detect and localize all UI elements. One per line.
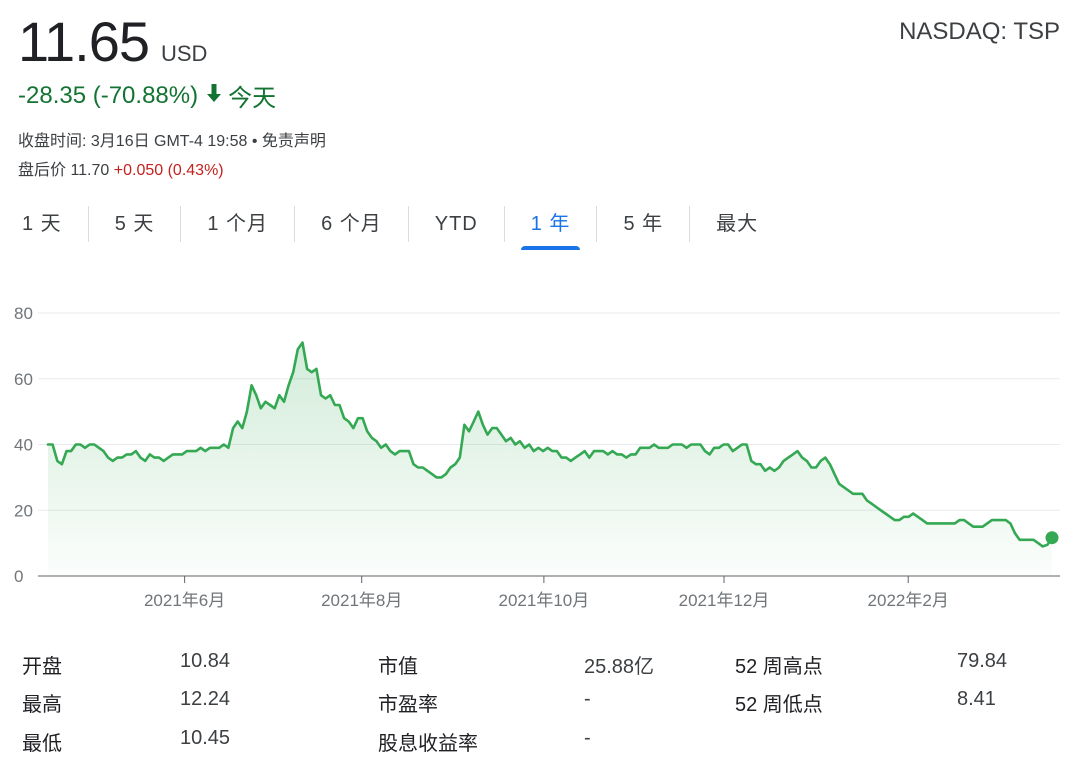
y-tick-label: 20 [14, 501, 33, 520]
ticker-symbol: NASDAQ: TSP [899, 18, 1060, 45]
stat-value-52w-high: 79.84 [957, 650, 1008, 672]
tab-ytd[interactable]: YTD [434, 213, 478, 235]
tab-5y[interactable]: 5 年 [623, 213, 664, 235]
tab-divider [294, 206, 296, 242]
x-tick-label: 2022年2月 [868, 591, 949, 610]
range-tabs: 1 天 5 天 1 个月 6 个月 YTD 1 年 5 年 最大 [0, 200, 784, 250]
stat-value-low: 10.45 [180, 727, 231, 749]
x-tick-label: 2021年12月 [679, 591, 770, 610]
price-row: 11.65 USD [18, 10, 207, 74]
tab-1y[interactable]: 1 年 [505, 204, 597, 250]
tab-max[interactable]: 最大 [716, 213, 759, 235]
stat-label-high: 最高 [22, 694, 62, 716]
stat-value-pe-ratio: - [584, 688, 591, 710]
tab-6m[interactable]: 6 个月 [321, 213, 382, 235]
price-area [48, 342, 1052, 576]
y-tick-label: 40 [14, 436, 33, 455]
after-hours: 盘后价 11.70 +0.050 (0.43%) [18, 156, 224, 180]
stat-label-low: 最低 [22, 733, 62, 755]
price-chart[interactable]: 0 20 40 60 80 2021年6月 2021年8月 2021年10月 2021年12月 2… [0, 290, 1080, 620]
tab-divider [407, 206, 409, 242]
close-time: 收盘时间: 3月16日 GMT-4 19:58 • 免责声明 [18, 133, 326, 150]
change-value: -28.35 (-70.88%) [18, 81, 199, 109]
price-line [46, 341, 1054, 548]
tab-divider [689, 206, 691, 242]
price-change: -28.35 (-70.88%) 今天 [18, 78, 276, 113]
y-tick-label: 80 [14, 304, 33, 323]
y-tick-label: 60 [14, 370, 33, 389]
stat-value-52w-low: 8.41 [957, 688, 996, 710]
stat-label-market-cap: 市值 [378, 656, 418, 678]
after-hours-price: 盘后价 11.70 [18, 162, 110, 179]
tab-divider [503, 206, 505, 242]
stat-label-52w-low: 52 周低点 [735, 694, 823, 716]
stat-label-52w-high: 52 周高点 [735, 656, 823, 678]
y-tick-label: 0 [14, 567, 23, 586]
after-hours-change: +0.050 (0.43%) [113, 162, 224, 179]
current-price-dot [1045, 531, 1059, 545]
tab-divider [87, 206, 89, 242]
x-tick-label: 2021年8月 [321, 591, 402, 610]
stat-value-open: 10.84 [180, 650, 231, 672]
tab-1m[interactable]: 1 个月 [207, 213, 269, 235]
stat-label-open: 开盘 [22, 656, 62, 678]
change-period: 今天 [228, 85, 277, 112]
stat-value-dividend-yield: - [584, 727, 591, 749]
tab-5d[interactable]: 5 天 [114, 213, 155, 235]
tab-divider [596, 206, 598, 242]
x-tick-label: 2021年6月 [144, 591, 225, 610]
down-arrow-icon [206, 82, 222, 110]
stat-value-market-cap: 25.88亿 [584, 656, 655, 678]
current-price: 11.65 [18, 10, 150, 73]
stat-label-dividend-yield: 股息收益率 [378, 733, 478, 755]
x-tick-label: 2021年10月 [499, 591, 590, 610]
tab-divider [180, 206, 182, 242]
tab-1d[interactable]: 1 天 [22, 213, 62, 235]
stat-label-pe-ratio: 市盈率 [378, 694, 438, 716]
stat-value-high: 12.24 [180, 688, 231, 710]
currency-label: USD [160, 41, 208, 66]
